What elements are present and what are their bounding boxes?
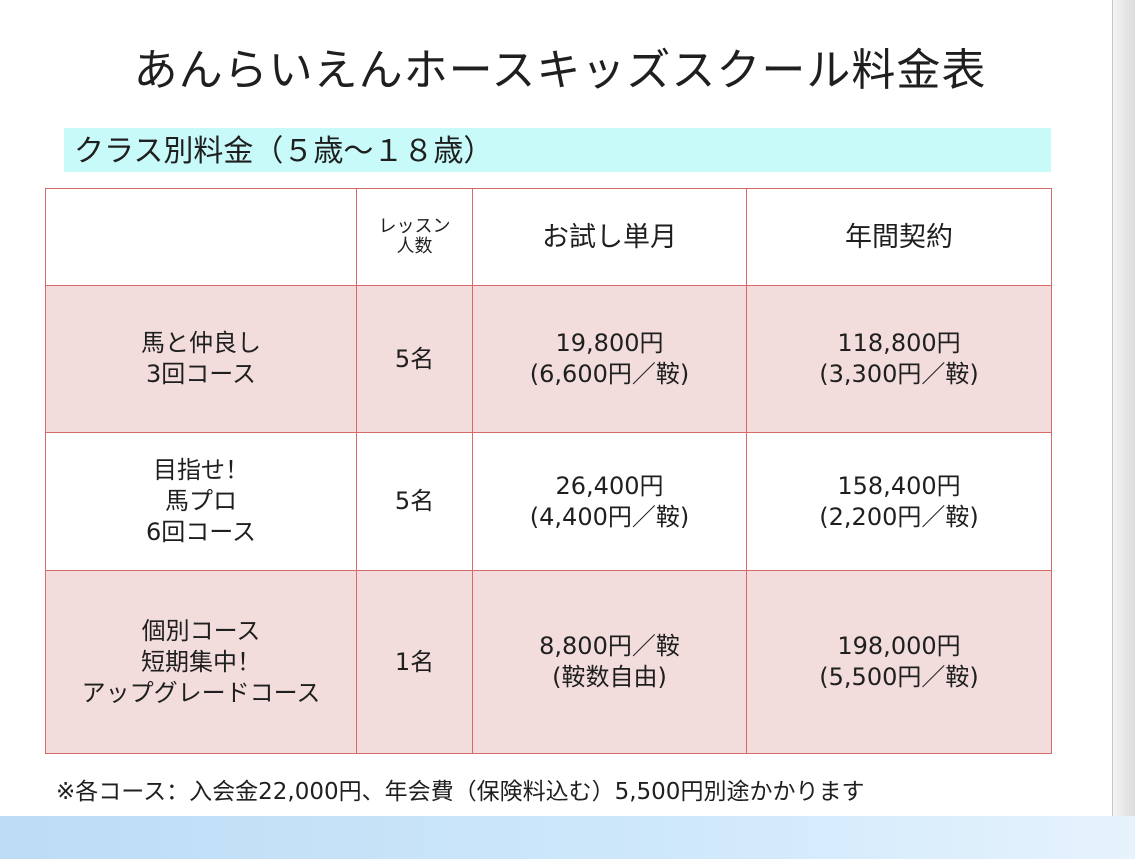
course-name-cell: 馬と仲良し 3回コース — [45, 285, 357, 433]
subtitle-highlight — [64, 128, 1051, 172]
header-trial-month: お試し単月 — [472, 188, 747, 286]
table-row: 馬と仲良し 3回コース 5名 19,800円 (6,600円／鞍) 118,80… — [45, 285, 1052, 433]
window-right-edge — [1112, 0, 1135, 820]
table-header-row: レッスン 人数 お試し単月 年間契約 — [45, 188, 1052, 286]
trial-price-cell: 19,800円 (6,600円／鞍) — [472, 285, 747, 433]
people-cell: 5名 — [356, 285, 473, 433]
fee-table: レッスン 人数 お試し単月 年間契約 馬と仲良し 3回コース 5名 19,800… — [45, 188, 1052, 754]
trial-price-cell: 8,800円／鞍 (鞍数自由) — [472, 570, 747, 754]
page-title: あんらいえんホースキッズスクール料金表 — [133, 45, 987, 96]
course-name-cell: 目指せ！ 馬プロ 6回コース — [45, 432, 357, 571]
annual-price-cell: 118,800円 (3,300円／鞍) — [746, 285, 1052, 433]
footnote: ※各コース：入会金22,000円、年会費（保険料込む）5,500円別途かかります — [56, 779, 865, 805]
bottom-decorative-band — [0, 816, 1135, 859]
header-lesson-people: レッスン 人数 — [356, 188, 473, 286]
header-annual-contract: 年間契約 — [746, 188, 1052, 286]
trial-price-cell: 26,400円 (4,400円／鞍) — [472, 432, 747, 571]
table-row: 目指せ！ 馬プロ 6回コース 5名 26,400円 (4,400円／鞍) 158… — [45, 432, 1052, 571]
annual-price-cell: 198,000円 (5,500円／鞍) — [746, 570, 1052, 754]
people-cell: 5名 — [356, 432, 473, 571]
section-subtitle: クラス別料金（５歳～１８歳） — [74, 134, 494, 169]
table-row: 個別コース 短期集中！ アップグレードコース 1名 8,800円／鞍 (鞍数自由… — [45, 570, 1052, 754]
people-cell: 1名 — [356, 570, 473, 754]
annual-price-cell: 158,400円 (2,200円／鞍) — [746, 432, 1052, 571]
header-course — [45, 188, 357, 286]
course-name-cell: 個別コース 短期集中！ アップグレードコース — [45, 570, 357, 754]
